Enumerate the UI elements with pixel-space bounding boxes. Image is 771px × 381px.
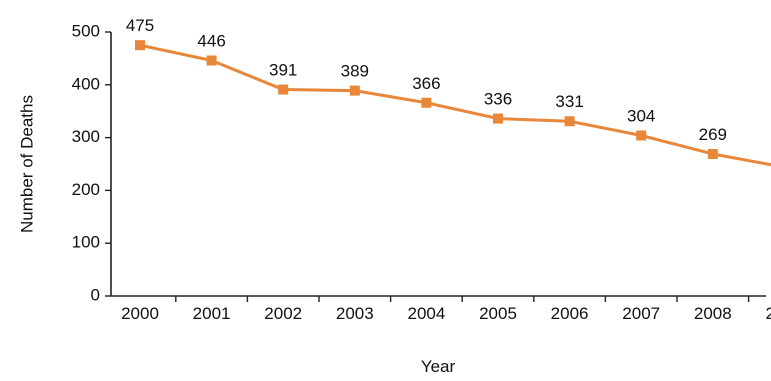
data-label: 389: [341, 62, 369, 81]
data-point-marker: [135, 40, 145, 51]
y-tick-label: 0: [91, 285, 100, 304]
data-label: 391: [269, 61, 297, 80]
axes: [110, 32, 766, 297]
x-tick-label: 2009: [765, 304, 771, 323]
data-label: 331: [555, 92, 583, 111]
y-tick-label: 400: [72, 74, 100, 93]
x-tick-label: 2006: [551, 304, 589, 323]
x-tick-label: 2000: [121, 304, 159, 323]
y-tick-label: 200: [72, 180, 100, 199]
data-labels: 475446391389366336331304269244: [126, 16, 771, 157]
y-tick-label: 100: [72, 233, 100, 252]
data-label: 366: [412, 74, 440, 93]
data-point-marker: [421, 97, 432, 108]
data-label: 475: [126, 16, 154, 35]
x-tick-label: 2002: [264, 304, 302, 323]
series: [135, 40, 771, 167]
x-tick-label: 2004: [407, 304, 445, 323]
data-label: 446: [197, 32, 225, 51]
x-tick-label: 2005: [479, 304, 517, 323]
data-point-marker: [636, 130, 647, 141]
data-point-marker: [707, 148, 718, 159]
x-tick-label: 2001: [193, 304, 231, 323]
data-label: 336: [484, 90, 512, 109]
x-tick-label: 2003: [336, 304, 374, 323]
data-point-marker: [206, 55, 217, 66]
data-point-marker: [564, 116, 575, 127]
y-axis-title: Number of Deaths: [17, 95, 36, 233]
data-point-marker: [278, 84, 289, 95]
x-ticks: 2000 2001 2002 2003 2004 2005 2006 2007 2008 2009: [121, 296, 771, 323]
x-tick-label: 2008: [694, 304, 732, 323]
y-tick-label: 500: [72, 21, 100, 40]
y-tick-label: 300: [72, 127, 100, 146]
y-ticks: 0 100 200 300 400 500: [72, 21, 111, 304]
x-tick-label: 2007: [622, 304, 660, 323]
x-axis-title: Year: [421, 357, 456, 376]
data-point-marker: [493, 113, 503, 124]
series-line: [139, 43, 771, 167]
data-point-marker: [349, 85, 360, 96]
data-label: 304: [627, 106, 655, 125]
data-label: 269: [699, 125, 727, 144]
